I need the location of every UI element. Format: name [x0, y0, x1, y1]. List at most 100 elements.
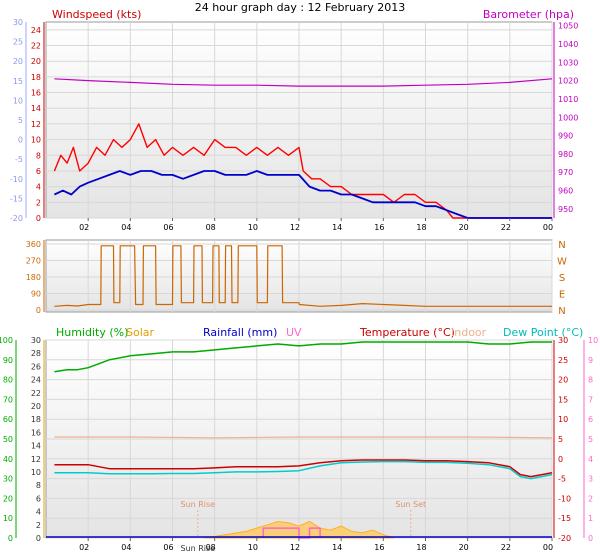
p3-temp-tick-20: 20	[558, 376, 568, 385]
p3-hum-tick-0: 0	[8, 534, 13, 543]
legend-temperature: Temperature (°C)	[359, 326, 455, 339]
p3-temp-tick-25: 25	[558, 356, 568, 365]
p1-baro-tick-970: 970	[558, 168, 573, 177]
p3-solar-tick-4: 4	[36, 508, 41, 517]
p1-wind-tick-8: 8	[36, 151, 41, 160]
p1-baro-tick-950: 950	[558, 205, 573, 214]
p3-solar-tick-8: 8	[36, 481, 41, 490]
series-barometer	[54, 78, 553, 87]
p3-xtick-label-20: 20	[459, 543, 469, 552]
p3-uv-tick-5: 5	[588, 435, 593, 444]
p1-wind-tick-24: 24	[31, 26, 41, 35]
p1-xtick-label-16: 16	[374, 223, 384, 232]
p1-xtick-label-04: 04	[121, 223, 131, 232]
p3-xtick-label-16: 16	[374, 543, 384, 552]
p1-wind-tick-16: 16	[31, 89, 41, 98]
p3-xtick-label-00: 00	[543, 543, 553, 552]
p3-solar-tick-16: 16	[31, 428, 41, 437]
p1-wind-tick-6: 6	[36, 167, 41, 176]
p3-uv-tick-4: 4	[588, 455, 593, 464]
p1-xtick-label-14: 14	[332, 223, 342, 232]
series-temperature	[54, 459, 553, 478]
p3-hum-tick-40: 40	[3, 455, 13, 464]
p1-baro-tick-960: 960	[558, 187, 573, 196]
p1-baro-tick-980: 980	[558, 150, 573, 159]
legend-uv: UV	[286, 326, 302, 339]
p3-hum-tick-20: 20	[3, 494, 13, 503]
p3-xtick-label-12: 12	[290, 543, 300, 552]
p1-wind-tick-12: 12	[31, 120, 41, 129]
p3-temp-tick-10: 10	[558, 415, 568, 424]
p1-xtick-label-00: 00	[543, 223, 553, 232]
series-uv	[262, 527, 321, 539]
p3-uv-tick-6: 6	[588, 415, 593, 424]
windspeed-axis-label: Windspeed (kts)	[52, 8, 141, 21]
p3-solar-tick-24: 24	[31, 376, 41, 385]
p2-compass-label-2: S	[559, 273, 565, 284]
panel-wind-baro-axes: 302520151050-5-10-15-2024222018161412108…	[10, 18, 578, 232]
p1-outer-tick-30: 30	[13, 18, 23, 27]
p3-solar-tick-14: 14	[31, 442, 41, 451]
p1-outer-tick-10: 10	[13, 96, 23, 105]
p1-xtick-label-02: 02	[79, 223, 89, 232]
series-wind-direction	[54, 245, 552, 307]
p1-outer-tick-5: 5	[18, 116, 23, 125]
p1-wind-tick-0: 0	[36, 214, 41, 223]
p3-uv-tick-3: 3	[588, 475, 593, 484]
p1-wind-tick-10: 10	[31, 136, 41, 145]
sunrise-axis-label: Sun Rise	[180, 544, 215, 553]
p3-uv-tick-7: 7	[588, 395, 593, 404]
sunrise-label: Sun Rise	[180, 500, 215, 509]
p3-solar-tick-18: 18	[31, 415, 41, 424]
p3-temp-tick-30: 30	[558, 336, 568, 345]
series-windspeed-average	[54, 170, 552, 219]
p3-temp-tick--5: -5	[558, 475, 566, 484]
barometer-axis-label: Barometer (hpa)	[483, 8, 574, 21]
p1-wind-tick-2: 2	[36, 198, 41, 207]
p3-hum-tick-60: 60	[3, 415, 13, 424]
p1-baro-tick-1030: 1030	[558, 58, 578, 67]
series-dewpoint	[54, 460, 553, 480]
p1-outer-tick--15: -15	[10, 194, 23, 203]
p3-temp-tick--10: -10	[558, 494, 571, 503]
legend-humidity: Humidity (%)	[56, 326, 128, 339]
p3-solar-tick-12: 12	[31, 455, 41, 464]
p2-dir-tick-270: 270	[26, 257, 41, 266]
panel-wind-baro-series	[53, 78, 553, 219]
p1-xtick-label-18: 18	[416, 223, 426, 232]
p2-compass-label-3: E	[559, 290, 565, 301]
p1-baro-tick-1010: 1010	[558, 95, 578, 104]
p1-baro-tick-1020: 1020	[558, 77, 578, 86]
panel-temp-hum-axes: 1009080706050403020100302826242220181614…	[0, 336, 598, 553]
legend-solar: Solar	[126, 326, 155, 339]
p3-hum-tick-10: 10	[3, 514, 13, 523]
p1-xtick-label-06: 06	[163, 223, 173, 232]
p1-wind-tick-4: 4	[36, 183, 41, 192]
p3-solar-tick-6: 6	[36, 494, 41, 503]
p3-hum-tick-90: 90	[3, 356, 13, 365]
p3-solar-tick-20: 20	[31, 402, 41, 411]
p1-baro-tick-990: 990	[558, 132, 573, 141]
p3-solar-tick-30: 30	[31, 336, 41, 345]
p1-wind-tick-22: 22	[31, 42, 41, 51]
p2-dir-tick-180: 180	[26, 273, 41, 282]
p3-hum-tick-30: 30	[3, 475, 13, 484]
series-indoor	[54, 436, 553, 439]
p3-temp-tick-0: 0	[558, 455, 563, 464]
legend-dewpoint: Dew Point (°C)	[503, 326, 583, 339]
p3-solar-tick-2: 2	[36, 521, 41, 530]
p1-baro-tick-1040: 1040	[558, 40, 578, 49]
p3-xtick-label-18: 18	[416, 543, 426, 552]
sunset-label: Sun Set	[395, 500, 426, 509]
panel-temp-hum-series: Sun Rise Sun Set	[46, 341, 553, 539]
p1-outer-tick-20: 20	[13, 57, 23, 66]
p3-xtick-label-14: 14	[332, 543, 342, 552]
p2-dir-tick-0: 0	[36, 306, 41, 315]
p2-dir-tick-360: 360	[26, 240, 41, 249]
p1-outer-tick-15: 15	[13, 77, 23, 86]
p3-uv-tick-8: 8	[588, 376, 593, 385]
chart-title: 24 hour graph day : 12 February 2013	[195, 1, 406, 14]
p1-xtick-label-20: 20	[459, 223, 469, 232]
p3-uv-tick-9: 9	[588, 356, 593, 365]
